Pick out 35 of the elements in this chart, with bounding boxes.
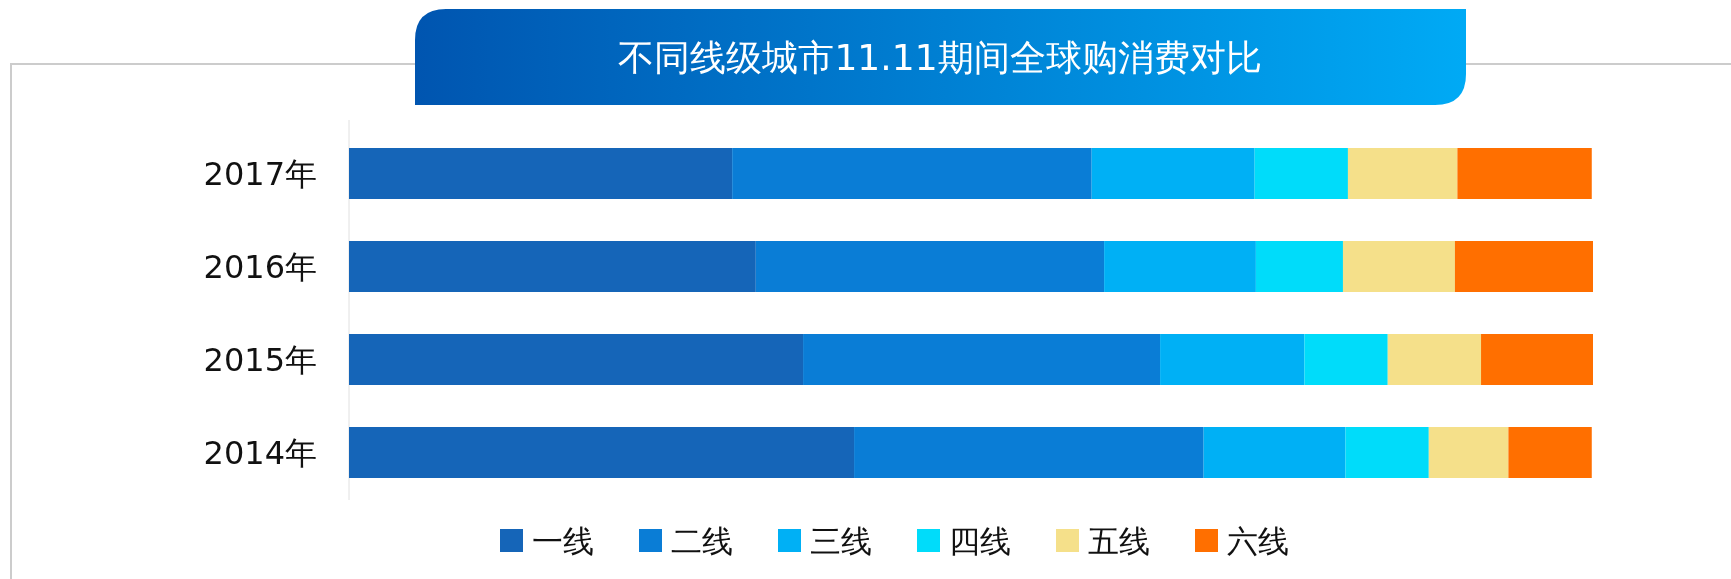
bar	[1345, 427, 1429, 478]
bar	[349, 148, 733, 199]
bar	[1454, 241, 1593, 292]
bar	[1342, 241, 1455, 292]
legend-label: 二线	[671, 523, 733, 559]
legend-label: 四线	[949, 523, 1011, 559]
bar	[349, 427, 855, 478]
bar	[1203, 427, 1346, 478]
bar	[1304, 334, 1388, 385]
legend-label: 三线	[810, 523, 872, 559]
y-tick-label: 2015年	[203, 340, 317, 379]
chart-title: 不同线级城市11.11期间全球购消费对比	[618, 37, 1262, 78]
legend-label: 一线	[532, 523, 594, 559]
bar	[1387, 334, 1482, 385]
bar	[1255, 241, 1343, 292]
legend-label: 六线	[1227, 523, 1289, 559]
bar	[349, 334, 804, 385]
legend-label: 五线	[1088, 523, 1150, 559]
bar	[1347, 148, 1458, 199]
y-tick-label: 2017年	[203, 154, 317, 193]
bar	[803, 334, 1161, 385]
bar	[1481, 334, 1593, 385]
bar	[732, 148, 1092, 199]
bar	[1091, 148, 1255, 199]
bar	[1428, 427, 1509, 478]
bar	[349, 241, 756, 292]
bar	[1254, 148, 1348, 199]
bar	[1160, 334, 1305, 385]
bar	[755, 241, 1105, 292]
bar	[1508, 427, 1592, 478]
bar	[1457, 148, 1592, 199]
y-tick-label: 2014年	[203, 433, 317, 472]
bar	[854, 427, 1204, 478]
bar	[1104, 241, 1256, 292]
y-tick-label: 2016年	[203, 247, 317, 286]
